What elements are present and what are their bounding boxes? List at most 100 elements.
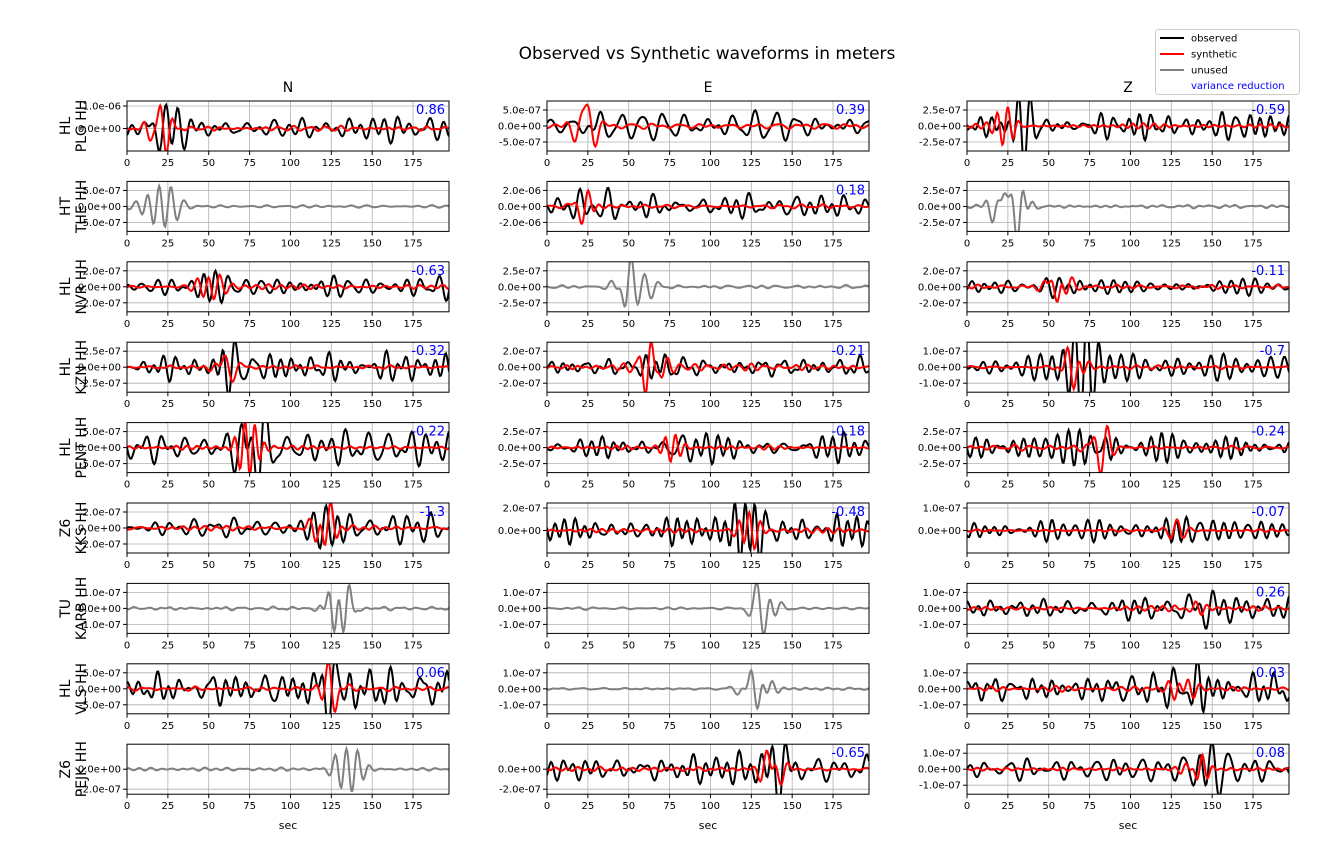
x-tick-label: 150 — [363, 640, 382, 651]
y-tick-label: 2.0e-07 — [503, 347, 541, 358]
x-tick-label: 125 — [742, 560, 761, 571]
x-tick-label: 125 — [322, 238, 341, 249]
x-tick-label: 125 — [322, 158, 341, 169]
x-tick-label: 50 — [1042, 801, 1055, 812]
x-tick-label: 75 — [1083, 640, 1096, 651]
x-tick-label: 150 — [363, 158, 382, 169]
x-tick-label: 175 — [823, 399, 842, 410]
x-tick-label: 50 — [202, 560, 215, 571]
y-tick-label: 0.0e+00 — [78, 202, 121, 213]
x-tick-label: 75 — [1083, 480, 1096, 491]
x-tick-label: 125 — [1162, 399, 1181, 410]
x-tick-label: 175 — [823, 480, 842, 491]
x-tick-label: 50 — [202, 319, 215, 330]
variance-reduction-value: -0.22 — [411, 425, 445, 440]
observed-trace — [967, 663, 1289, 714]
panel-pent-hh-N: 5.0e-07 0.0e+00 -5.0e-070 25 50 75 100 125 150 17… — [78, 422, 450, 491]
x-tick-label: 100 — [281, 399, 300, 410]
row-label-pent-hh: HLPENT HH — [58, 417, 90, 479]
y-tick-label: 0.0e+00 — [498, 765, 541, 776]
y-tick-label: -2.5e-07 — [919, 459, 961, 470]
x-tick-label: 0 — [544, 319, 550, 330]
y-tick-label: -2.0e-07 — [499, 379, 541, 390]
x-tick-label: 150 — [1203, 319, 1222, 330]
x-tick-label: 175 — [403, 801, 422, 812]
x-tick-label: 100 — [281, 560, 300, 571]
synthetic-trace — [127, 503, 449, 547]
variance-reduction-value: -0.18 — [831, 425, 865, 440]
x-tick-label: 75 — [1083, 319, 1096, 330]
observed-trace — [967, 101, 1289, 151]
x-tick-label: 50 — [622, 721, 635, 732]
x-tick-label: 25 — [581, 399, 594, 410]
x-tick-label: 150 — [363, 399, 382, 410]
x-tick-label: 25 — [581, 480, 594, 491]
y-tick-label: 1.0e-07 — [923, 347, 961, 358]
observed-trace — [547, 108, 869, 143]
y-tick-label: 0.0e+00 — [498, 684, 541, 695]
row-label-nvr-hh: HLNVR HH — [58, 259, 90, 314]
x-tick-label: 100 — [281, 238, 300, 249]
x-tick-label: 125 — [1162, 721, 1181, 732]
observed-trace — [547, 429, 869, 467]
x-tick-label: 50 — [622, 399, 635, 410]
x-tick-label: 175 — [1243, 640, 1262, 651]
x-tick-label: 100 — [1121, 238, 1140, 249]
x-tick-label: 0 — [124, 238, 130, 249]
x-tick-label: 175 — [1243, 560, 1262, 571]
x-tick-label: 175 — [823, 238, 842, 249]
variance-reduction-value: 0.03 — [1256, 666, 1285, 681]
y-tick-label: -2.5e-07 — [499, 298, 541, 309]
x-tick-label: 175 — [403, 640, 422, 651]
x-tick-label: 175 — [1243, 801, 1262, 812]
x-tick-label: 175 — [403, 560, 422, 571]
x-tick-label: 50 — [1042, 399, 1055, 410]
y-tick-label: 0.0e+00 — [498, 282, 541, 293]
x-tick-label: 50 — [202, 721, 215, 732]
y-tick-label: 0.0e+00 — [78, 524, 121, 535]
x-tick-label: 75 — [1083, 721, 1096, 732]
x-tick-label: 75 — [663, 801, 676, 812]
x-tick-label: 0 — [544, 801, 550, 812]
y-tick-label: 0.0e+00 — [918, 202, 961, 213]
y-tick-label: 0.0e+00 — [78, 124, 121, 135]
x-tick-label: 25 — [161, 801, 174, 812]
x-tick-label: 0 — [124, 640, 130, 651]
panel-frame — [966, 502, 1290, 554]
x-tick-label: 125 — [1162, 801, 1181, 812]
x-tick-label: 125 — [322, 640, 341, 651]
x-tick-label: 25 — [161, 721, 174, 732]
synthetic-trace — [127, 354, 449, 384]
x-tick-label: 50 — [1042, 560, 1055, 571]
synthetic-trace — [967, 345, 1289, 392]
y-tick-label: -2.0e-07 — [79, 785, 121, 796]
x-tick-label: 50 — [202, 480, 215, 491]
panel-pent-hh-Z: 2.5e-07 0.0e+00 -2.5e-070 25 50 75 100 125 150 17… — [918, 422, 1290, 491]
x-tick-label: 75 — [243, 560, 256, 571]
column-title-E: E — [704, 80, 713, 96]
x-tick-label: 50 — [622, 158, 635, 169]
x-tick-label: 100 — [701, 238, 720, 249]
x-tick-label: 150 — [363, 238, 382, 249]
y-tick-label: 2.0e-07 — [83, 508, 121, 519]
x-tick-label: 75 — [243, 640, 256, 651]
x-tick-label: 125 — [1162, 158, 1181, 169]
y-tick-label: 2.0e-06 — [503, 186, 541, 197]
y-tick-label: 0.0e+00 — [498, 122, 541, 133]
x-tick-label: 175 — [1243, 319, 1262, 330]
x-tick-label: 175 — [1243, 399, 1262, 410]
legend: observed synthetic unused variance reductio… — [1155, 29, 1300, 95]
y-tick-label: 0.0e+00 — [78, 604, 121, 615]
variance-reduction-value: 0.86 — [416, 103, 445, 118]
x-tick-label: 50 — [1042, 480, 1055, 491]
legend-label-unused: unused — [1191, 66, 1228, 77]
x-tick-label: 175 — [823, 158, 842, 169]
x-tick-label: 0 — [964, 480, 970, 491]
panel-karb-hh-Z: 1.0e-07 0.0e+00 -1.0e-070 25 50 75 100 125 150 17… — [918, 582, 1290, 651]
panel-plg-hh-E: 5.0e-07 0.0e+00 -5.0e-070 25 50 75 100 125 150 17… — [498, 100, 870, 169]
x-tick-label: 125 — [742, 640, 761, 651]
x-tick-label: 25 — [1001, 801, 1014, 812]
row-label-karb-hh: TUKARB HH — [58, 577, 90, 640]
x-tick-label: 75 — [663, 480, 676, 491]
x-tick-label: 100 — [281, 480, 300, 491]
